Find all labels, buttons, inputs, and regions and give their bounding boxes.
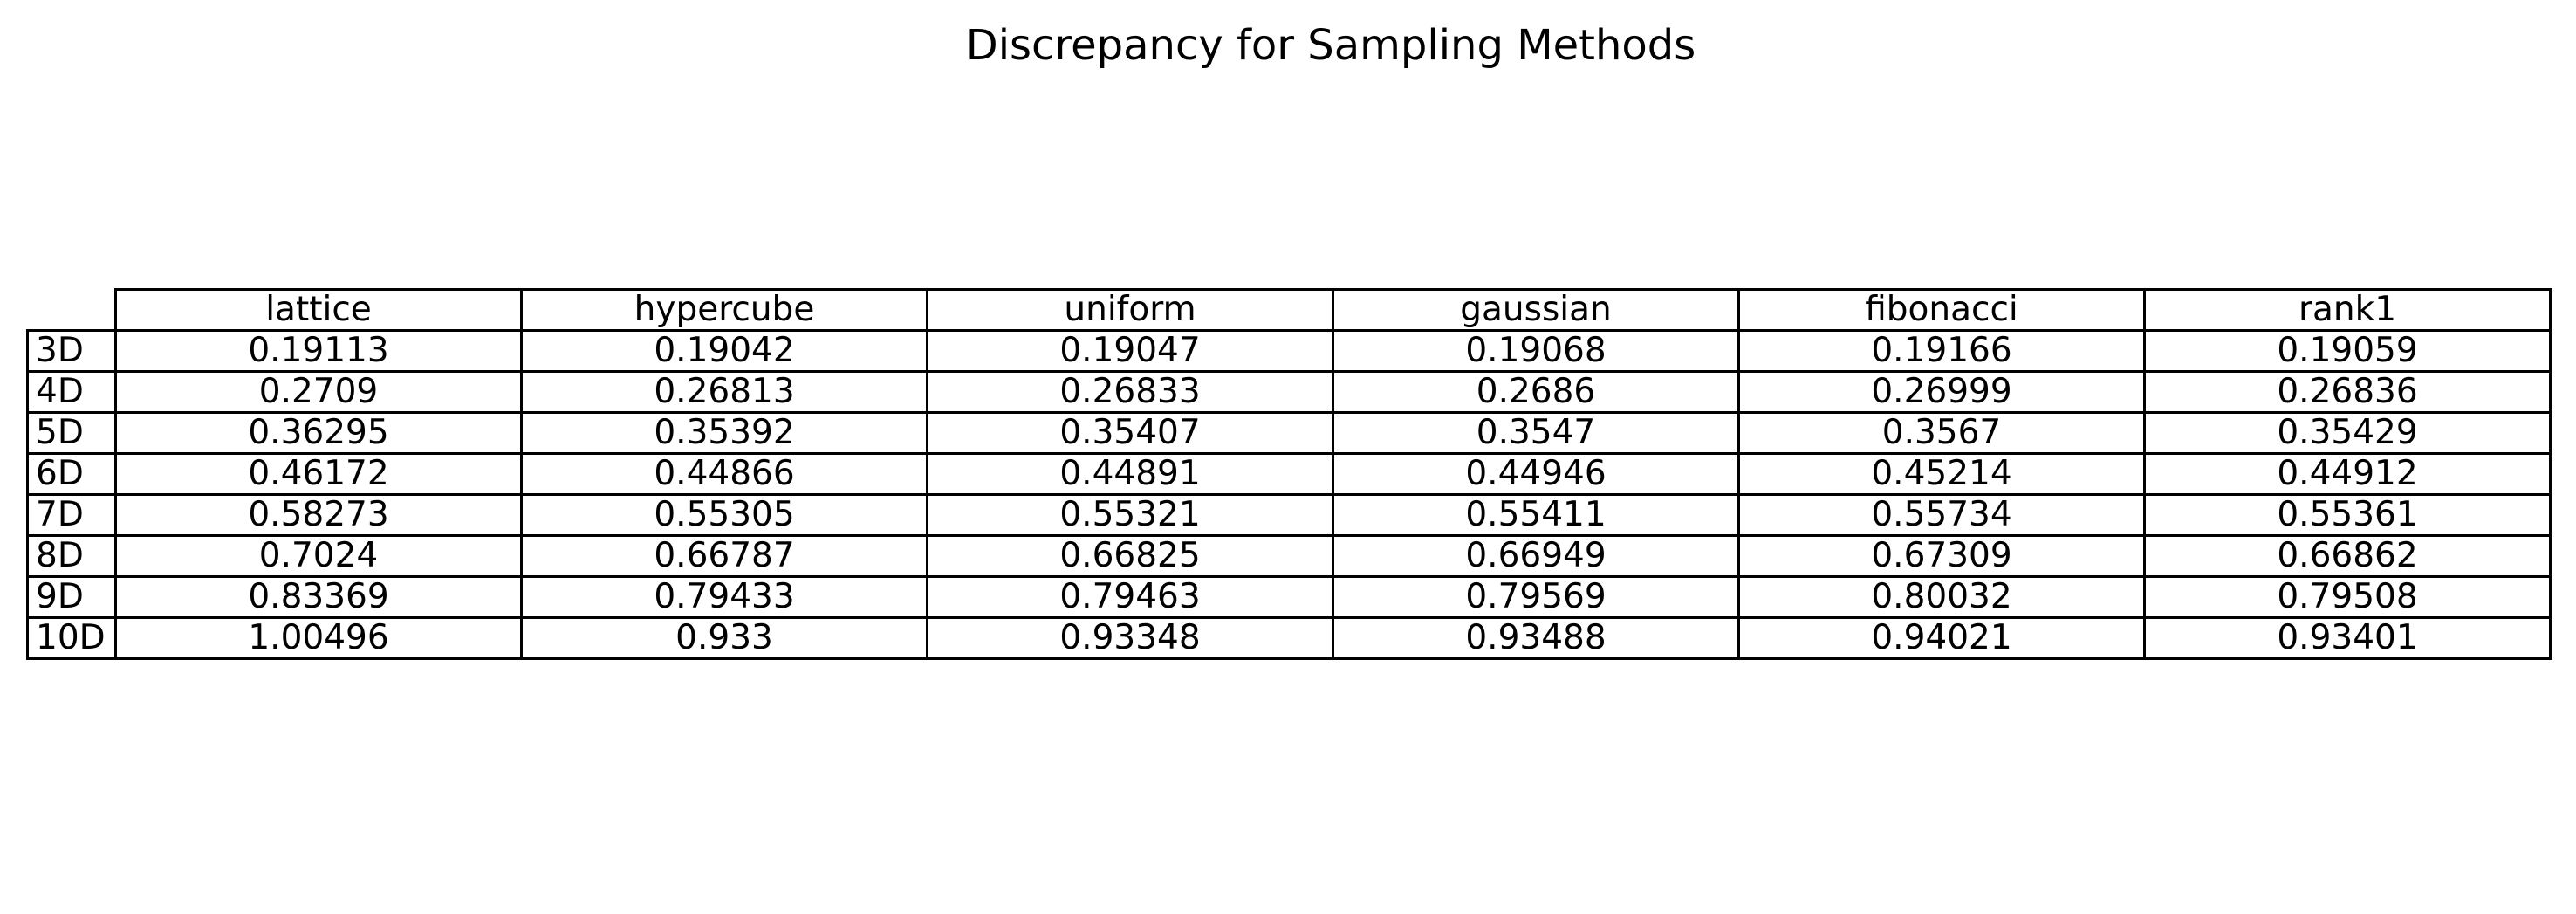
table-cell: 0.44946 — [1332, 452, 1740, 496]
table-cell: 0.79569 — [1332, 575, 1740, 619]
column-header-rank1: rank1 — [2143, 288, 2552, 332]
column-header-lattice: lattice — [114, 288, 523, 332]
table-cell: 0.26833 — [926, 370, 1334, 414]
table-header-row: lattice hypercube uniform gaussian fibon… — [27, 288, 2552, 332]
table-cell: 0.93348 — [926, 616, 1334, 660]
table-cell: 0.93401 — [2143, 616, 2552, 660]
table-cell: 0.19059 — [2143, 329, 2552, 373]
row-label: 10D — [26, 616, 117, 660]
column-header-gaussian: gaussian — [1332, 288, 1740, 332]
table-row: 8D 0.7024 0.66787 0.66825 0.66949 0.6730… — [26, 534, 2552, 578]
table-cell: 0.46172 — [114, 452, 523, 496]
table-cell: 0.83369 — [114, 575, 523, 619]
chart-title: Discrepancy for Sampling Methods — [965, 21, 1696, 70]
table-cell: 1.00496 — [114, 616, 523, 660]
table-row: 10D 1.00496 0.933 0.93348 0.93488 0.9402… — [26, 616, 2552, 660]
table-cell: 0.66825 — [926, 534, 1334, 578]
table-row: 7D 0.58273 0.55305 0.55321 0.55411 0.557… — [26, 493, 2552, 537]
table-cell: 0.19042 — [520, 329, 928, 373]
table-cell: 0.66949 — [1332, 534, 1740, 578]
discrepancy-table: lattice hypercube uniform gaussian fibon… — [26, 288, 2552, 660]
table-cell: 0.7024 — [114, 534, 523, 578]
table-cell: 0.55411 — [1332, 493, 1740, 537]
table-cell: 0.35407 — [926, 411, 1334, 455]
table-cell: 0.35392 — [520, 411, 928, 455]
table-cell: 0.26999 — [1737, 370, 2146, 414]
column-header-hypercube: hypercube — [520, 288, 928, 332]
table-cell: 0.19113 — [114, 329, 523, 373]
table-corner-cell — [27, 289, 117, 332]
table-cell: 0.3547 — [1332, 411, 1740, 455]
row-label: 3D — [26, 329, 117, 373]
table-row: 4D 0.2709 0.26813 0.26833 0.2686 0.26999… — [26, 370, 2552, 414]
table-cell: 0.45214 — [1737, 452, 2146, 496]
table-cell: 0.3567 — [1737, 411, 2146, 455]
table-cell: 0.67309 — [1737, 534, 2146, 578]
table-cell: 0.80032 — [1737, 575, 2146, 619]
table-cell: 0.26836 — [2143, 370, 2552, 414]
table-cell: 0.26813 — [520, 370, 928, 414]
table-cell: 0.55734 — [1737, 493, 2146, 537]
table-row: 5D 0.36295 0.35392 0.35407 0.3547 0.3567… — [26, 411, 2552, 455]
table-cell: 0.55305 — [520, 493, 928, 537]
row-label: 5D — [26, 411, 117, 455]
row-label: 9D — [26, 575, 117, 619]
table-cell: 0.66862 — [2143, 534, 2552, 578]
table-cell: 0.2686 — [1332, 370, 1740, 414]
table-cell: 0.19166 — [1737, 329, 2146, 373]
table-cell: 0.36295 — [114, 411, 523, 455]
table-cell: 0.2709 — [114, 370, 523, 414]
table-row: 6D 0.46172 0.44866 0.44891 0.44946 0.452… — [26, 452, 2552, 496]
table-cell: 0.93488 — [1332, 616, 1740, 660]
table-cell: 0.19068 — [1332, 329, 1740, 373]
table-cell: 0.933 — [520, 616, 928, 660]
table-cell: 0.35429 — [2143, 411, 2552, 455]
table-row: 9D 0.83369 0.79433 0.79463 0.79569 0.800… — [26, 575, 2552, 619]
table-cell: 0.44891 — [926, 452, 1334, 496]
table-cell: 0.19047 — [926, 329, 1334, 373]
table-cell: 0.66787 — [520, 534, 928, 578]
table-cell: 0.79508 — [2143, 575, 2552, 619]
row-label: 7D — [26, 493, 117, 537]
row-label: 8D — [26, 534, 117, 578]
table-cell: 0.55321 — [926, 493, 1334, 537]
table-cell: 0.44912 — [2143, 452, 2552, 496]
table-cell: 0.44866 — [520, 452, 928, 496]
column-header-fibonacci: fibonacci — [1737, 288, 2146, 332]
column-header-uniform: uniform — [926, 288, 1334, 332]
table-cell: 0.79433 — [520, 575, 928, 619]
table-row: 3D 0.19113 0.19042 0.19047 0.19068 0.191… — [26, 329, 2552, 373]
row-label: 4D — [26, 370, 117, 414]
table-cell: 0.79463 — [926, 575, 1334, 619]
table-cell: 0.94021 — [1737, 616, 2146, 660]
table-cell: 0.55361 — [2143, 493, 2552, 537]
row-label: 6D — [26, 452, 117, 496]
table-cell: 0.58273 — [114, 493, 523, 537]
